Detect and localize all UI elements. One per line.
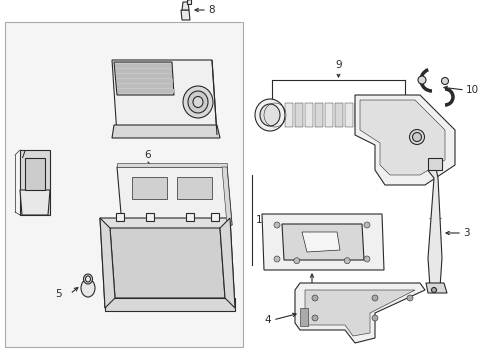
Polygon shape — [20, 190, 50, 215]
Ellipse shape — [81, 279, 95, 297]
Polygon shape — [112, 125, 220, 138]
Ellipse shape — [260, 104, 280, 126]
Polygon shape — [314, 103, 323, 127]
Ellipse shape — [293, 258, 299, 264]
Ellipse shape — [183, 86, 213, 118]
Ellipse shape — [363, 256, 369, 262]
Polygon shape — [117, 163, 226, 167]
Polygon shape — [305, 290, 414, 336]
Polygon shape — [20, 150, 50, 215]
Ellipse shape — [363, 222, 369, 228]
Text: 9: 9 — [334, 60, 341, 70]
Polygon shape — [425, 283, 446, 293]
Polygon shape — [262, 214, 383, 270]
Ellipse shape — [83, 274, 92, 284]
Text: 1: 1 — [256, 215, 262, 225]
Text: 3: 3 — [462, 228, 468, 238]
Polygon shape — [117, 89, 173, 93]
Polygon shape — [425, 168, 441, 288]
Ellipse shape — [254, 99, 285, 131]
Ellipse shape — [417, 76, 425, 84]
Polygon shape — [294, 103, 303, 127]
Polygon shape — [222, 167, 231, 225]
Polygon shape — [354, 95, 454, 185]
Polygon shape — [325, 103, 332, 127]
Ellipse shape — [311, 315, 317, 321]
Bar — [116, 213, 124, 221]
Polygon shape — [294, 283, 424, 343]
Polygon shape — [302, 232, 339, 252]
Polygon shape — [305, 103, 312, 127]
Polygon shape — [110, 228, 224, 298]
Ellipse shape — [430, 288, 436, 292]
Bar — [299, 308, 307, 326]
Ellipse shape — [371, 315, 377, 321]
Polygon shape — [25, 158, 45, 190]
Polygon shape — [100, 218, 115, 308]
Polygon shape — [117, 167, 231, 225]
Polygon shape — [105, 298, 235, 311]
Ellipse shape — [187, 91, 207, 113]
Text: 8: 8 — [207, 5, 214, 15]
Polygon shape — [354, 103, 362, 127]
Ellipse shape — [408, 130, 424, 144]
Polygon shape — [285, 103, 292, 127]
Polygon shape — [212, 60, 217, 135]
Text: 5: 5 — [55, 289, 62, 299]
Polygon shape — [116, 74, 172, 78]
Polygon shape — [345, 103, 352, 127]
Bar — [210, 213, 219, 221]
Polygon shape — [220, 218, 235, 308]
Polygon shape — [334, 103, 342, 127]
Bar — [185, 213, 194, 221]
Ellipse shape — [412, 132, 421, 141]
Ellipse shape — [344, 258, 349, 264]
Bar — [427, 158, 441, 170]
Text: 10: 10 — [465, 85, 478, 95]
Polygon shape — [116, 79, 172, 83]
Polygon shape — [282, 224, 363, 260]
Ellipse shape — [273, 222, 280, 228]
Bar — [177, 177, 212, 199]
Polygon shape — [359, 100, 444, 175]
Ellipse shape — [311, 295, 317, 301]
Ellipse shape — [371, 295, 377, 301]
Text: 4: 4 — [264, 315, 270, 325]
Polygon shape — [182, 2, 189, 10]
Ellipse shape — [406, 295, 412, 301]
Text: 7: 7 — [19, 150, 25, 160]
Polygon shape — [112, 60, 217, 135]
Polygon shape — [114, 62, 174, 95]
Polygon shape — [181, 10, 190, 20]
Ellipse shape — [193, 96, 203, 108]
Polygon shape — [117, 84, 173, 88]
Polygon shape — [100, 218, 235, 308]
Polygon shape — [115, 69, 171, 73]
Ellipse shape — [441, 77, 447, 85]
Ellipse shape — [85, 276, 90, 282]
Text: 2: 2 — [308, 294, 315, 304]
Bar — [132, 177, 167, 199]
Polygon shape — [186, 0, 191, 4]
Ellipse shape — [273, 256, 280, 262]
Text: 6: 6 — [144, 150, 151, 160]
Polygon shape — [115, 64, 171, 68]
Bar — [146, 213, 154, 221]
Bar — [5, 22, 243, 347]
